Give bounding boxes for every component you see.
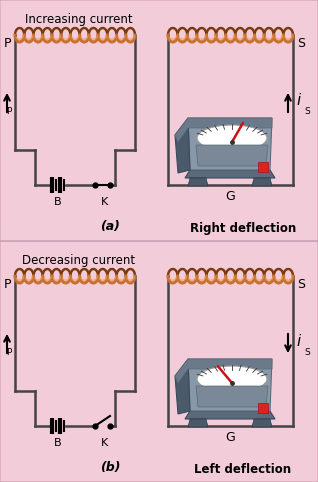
Text: Left deflection: Left deflection xyxy=(194,463,292,476)
Polygon shape xyxy=(175,118,190,173)
Text: G: G xyxy=(225,190,235,203)
Polygon shape xyxy=(188,118,272,170)
Text: G: G xyxy=(225,431,235,444)
Text: K: K xyxy=(101,197,109,207)
Text: Right deflection: Right deflection xyxy=(190,222,296,235)
Polygon shape xyxy=(252,419,272,427)
Text: Increasing current: Increasing current xyxy=(25,13,133,26)
Polygon shape xyxy=(252,178,272,186)
Polygon shape xyxy=(185,411,275,419)
Text: B: B xyxy=(54,438,62,448)
Text: K: K xyxy=(101,438,109,448)
Text: (a): (a) xyxy=(100,220,120,233)
Text: Decreasing current: Decreasing current xyxy=(23,254,135,267)
Text: S: S xyxy=(297,278,305,291)
Ellipse shape xyxy=(197,366,267,392)
Text: B: B xyxy=(54,197,62,207)
FancyBboxPatch shape xyxy=(0,0,318,241)
Text: S: S xyxy=(304,348,310,357)
Polygon shape xyxy=(188,419,208,427)
Polygon shape xyxy=(258,162,268,172)
Polygon shape xyxy=(188,178,208,186)
Polygon shape xyxy=(175,359,190,414)
Polygon shape xyxy=(258,403,268,413)
Text: $i$: $i$ xyxy=(296,92,302,108)
Polygon shape xyxy=(175,118,272,142)
FancyBboxPatch shape xyxy=(0,241,318,482)
Polygon shape xyxy=(196,386,268,407)
Text: P: P xyxy=(6,107,11,116)
Polygon shape xyxy=(185,170,275,178)
Ellipse shape xyxy=(197,125,267,151)
Text: P: P xyxy=(6,348,11,357)
Text: P: P xyxy=(3,278,11,291)
Polygon shape xyxy=(196,145,268,166)
Text: (b): (b) xyxy=(100,461,120,474)
Polygon shape xyxy=(188,359,272,411)
Text: $i$: $i$ xyxy=(296,333,302,349)
Text: S: S xyxy=(304,107,310,116)
Text: S: S xyxy=(297,37,305,50)
Polygon shape xyxy=(175,359,272,383)
Text: P: P xyxy=(3,37,11,50)
